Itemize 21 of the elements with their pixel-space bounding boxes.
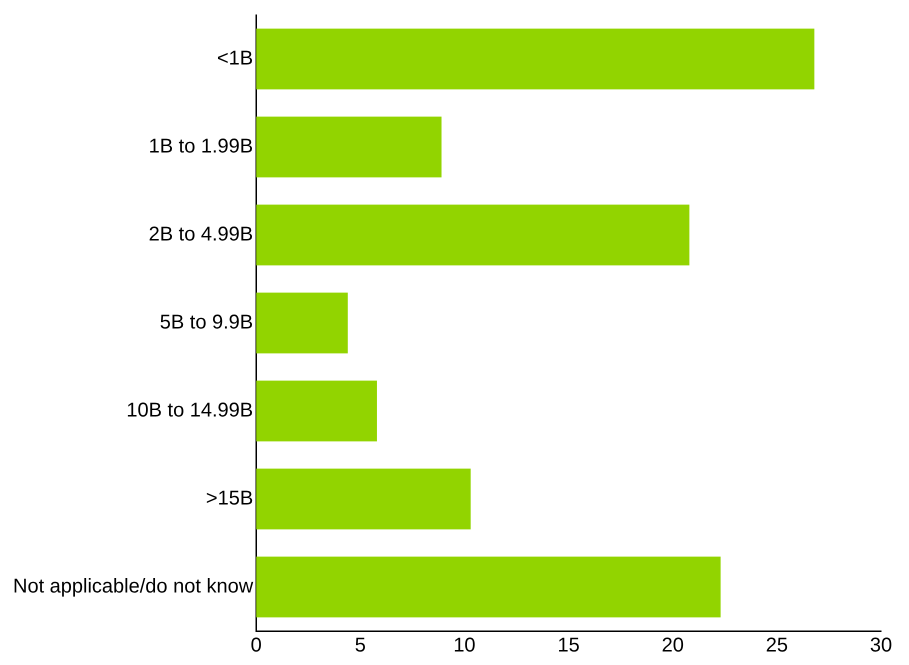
y-tick-label: Not applicable/do not know bbox=[13, 576, 254, 598]
x-tick-label: 30 bbox=[870, 634, 892, 657]
y-tick-label: <1B bbox=[217, 48, 254, 70]
x-tick-label: 10 bbox=[453, 634, 476, 657]
bar bbox=[256, 28, 814, 90]
y-tick-label: 10B to 14.99B bbox=[126, 400, 254, 422]
bar bbox=[256, 468, 471, 530]
bar bbox=[256, 556, 721, 618]
y-tick-label: 2B to 4.99B bbox=[148, 224, 254, 246]
y-tick-label: >15B bbox=[206, 488, 254, 510]
bar bbox=[256, 292, 348, 354]
y-tick-label: 5B to 9.9B bbox=[160, 312, 254, 334]
bar bbox=[256, 116, 442, 178]
bar bbox=[256, 380, 377, 442]
x-tick-label: 20 bbox=[662, 634, 684, 657]
y-tick-label: 1B to 1.99B bbox=[148, 136, 254, 158]
x-tick-label: 25 bbox=[766, 634, 788, 657]
x-tick-label: 15 bbox=[557, 634, 580, 657]
x-tick-label: 0 bbox=[250, 634, 262, 657]
bar bbox=[256, 204, 690, 266]
x-tick-label: 5 bbox=[354, 634, 366, 657]
